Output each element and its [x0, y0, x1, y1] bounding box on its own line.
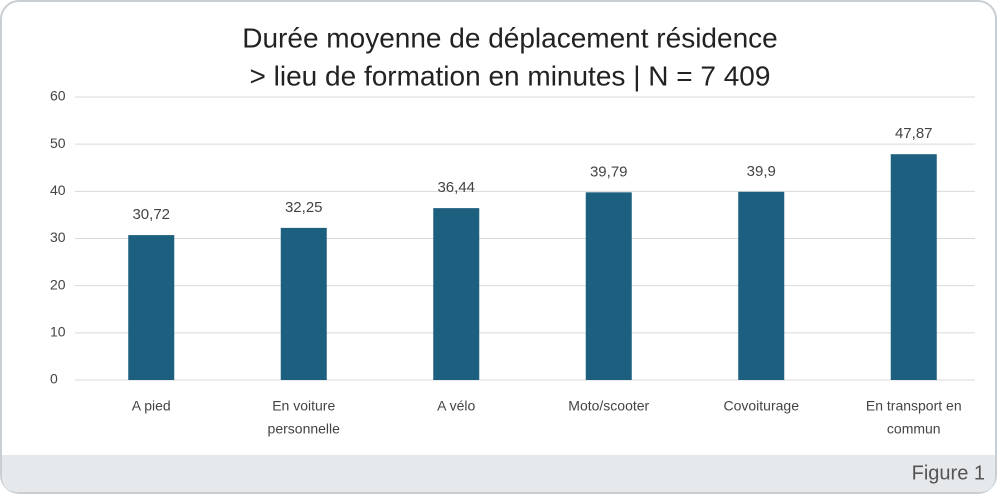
data-label: 39,9 — [747, 163, 776, 180]
bar — [433, 208, 480, 380]
bar — [128, 235, 175, 380]
y-tick-label: 60 — [50, 88, 66, 104]
bar — [280, 227, 327, 380]
data-label: 36,44 — [437, 179, 475, 196]
chart-title: Durée moyenne de déplacement résidence — [242, 22, 777, 53]
y-tick-label: 20 — [50, 276, 66, 292]
caption-bar — [2, 455, 995, 492]
x-tick-label: Moto/scooter — [568, 398, 649, 414]
x-tick-label: En voiture — [272, 398, 335, 414]
y-tick-label: 30 — [50, 229, 66, 245]
y-tick-label: 50 — [50, 135, 66, 151]
y-tick-label: 40 — [50, 182, 66, 198]
x-tick-label: A vélo — [437, 398, 475, 414]
x-tick-label: Covoiturage — [724, 398, 800, 414]
x-tick-label: A pied — [132, 398, 171, 414]
x-tick-label: personnelle — [268, 421, 341, 437]
chart-title: > lieu de formation en minutes | N = 7 4… — [250, 60, 771, 91]
data-label: 32,25 — [285, 199, 323, 216]
bar — [890, 154, 937, 380]
y-tick-label: 0 — [50, 371, 58, 387]
y-tick-label: 10 — [50, 324, 66, 340]
x-tick-label: commun — [887, 421, 941, 437]
data-label: 39,79 — [590, 163, 628, 180]
bar — [738, 191, 785, 380]
x-tick-label: En transport en — [866, 398, 962, 414]
caption: Figure 1 — [912, 462, 985, 484]
data-label: 30,72 — [132, 206, 170, 223]
data-label: 47,87 — [895, 125, 933, 142]
bar — [585, 192, 632, 380]
